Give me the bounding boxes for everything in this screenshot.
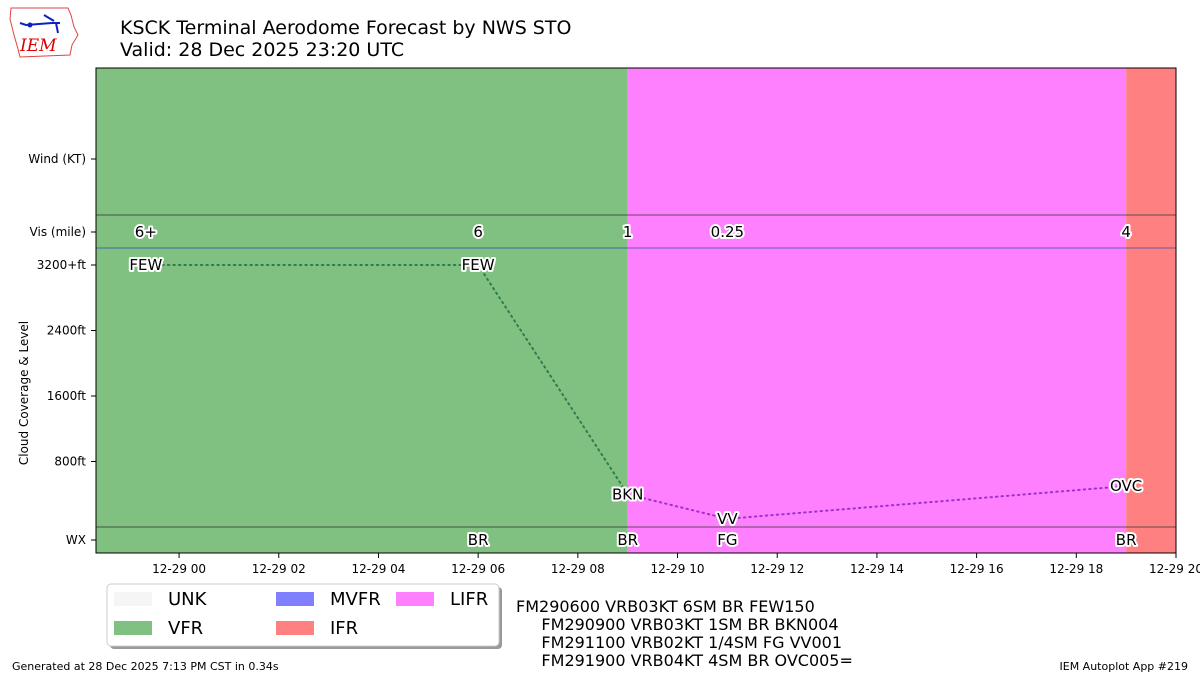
taf-line: FM291900 VRB04KT 4SM BR OVC005= bbox=[516, 651, 853, 670]
vis-label: 4 bbox=[1121, 223, 1131, 241]
vis-label: 1 bbox=[623, 223, 633, 241]
legend-label: VFR bbox=[168, 618, 203, 639]
wx-row-label: WX bbox=[66, 533, 86, 547]
taf-line: FM291100 VRB02KT 1/4SM FG VV001 bbox=[516, 633, 843, 652]
taf-line: FM290900 VRB03KT 1SM BR BKN004 bbox=[516, 615, 839, 634]
wind-row-label: Wind (KT) bbox=[28, 152, 86, 166]
cloud-label: OVC bbox=[1110, 477, 1142, 495]
legend-swatch-vfr bbox=[114, 621, 152, 635]
plot-frame bbox=[95, 67, 1177, 554]
x-tick-label: 12-29 18 bbox=[1049, 562, 1103, 576]
legend-label: IFR bbox=[330, 618, 358, 639]
x-tick-label: 12-29 02 bbox=[252, 562, 306, 576]
cloud-label: VV bbox=[717, 510, 738, 528]
title-line: KSCK Terminal Aerodome Forecast by NWS S… bbox=[120, 17, 572, 39]
app-footer: IEM Autoplot App #219 bbox=[1059, 660, 1189, 673]
x-tick-label: 12-29 08 bbox=[551, 562, 605, 576]
vis-label: 6 bbox=[473, 223, 483, 241]
x-tick-label: 12-29 20 bbox=[1149, 562, 1200, 576]
iem-logo: IEM bbox=[9, 7, 79, 58]
y-axis-label: Cloud Coverage & Level bbox=[17, 321, 31, 465]
logo-text: IEM bbox=[19, 36, 57, 56]
wx-label: BR bbox=[1116, 531, 1137, 549]
legend-swatch-mvfr bbox=[276, 592, 314, 606]
taf-text: FM290600 VRB03KT 6SM BR FEW150 FM290900 … bbox=[516, 598, 853, 670]
wx-label: BR bbox=[617, 531, 638, 549]
cloud-line-segment bbox=[726, 485, 1128, 520]
vis-label: 6+ bbox=[135, 223, 157, 241]
x-tick-label: 12-29 06 bbox=[451, 562, 505, 576]
legend-swatch-unk bbox=[114, 592, 152, 606]
legend-swatch-lifr bbox=[396, 592, 434, 606]
generated-footer: Generated at 28 Dec 2025 7:13 PM CST in … bbox=[12, 660, 279, 673]
wx-label: FG bbox=[717, 531, 737, 549]
wx-label: BR bbox=[468, 531, 489, 549]
x-tick-label: 12-29 00 bbox=[152, 562, 206, 576]
valid-line: Valid: 28 Dec 2025 23:20 UTC bbox=[120, 39, 405, 61]
legend-label: LIFR bbox=[450, 589, 488, 610]
cloud-label: FEW bbox=[462, 256, 495, 274]
vis-label: 0.25 bbox=[711, 223, 744, 241]
cloud-line-segment bbox=[626, 493, 729, 520]
cloud-tick-label: 2400ft bbox=[47, 324, 87, 338]
x-tick-label: 12-29 14 bbox=[850, 562, 904, 576]
category-band-ifr bbox=[1126, 68, 1176, 553]
legend-swatch-ifr bbox=[276, 621, 314, 635]
x-tick-label: 12-29 16 bbox=[950, 562, 1004, 576]
category-band-lifr bbox=[627, 68, 1127, 553]
cloud-line-segment bbox=[477, 264, 629, 496]
legend-label: MVFR bbox=[330, 589, 381, 610]
vis-row-label: Vis (mile) bbox=[30, 225, 86, 239]
category-band-vfr bbox=[96, 68, 628, 553]
x-tick-label: 12-29 12 bbox=[750, 562, 804, 576]
legend-label: UNK bbox=[168, 589, 208, 610]
cloud-label: BKN bbox=[612, 485, 643, 503]
cloud-tick-label: 3200+ft bbox=[37, 258, 87, 272]
taf-line: FM290600 VRB03KT 6SM BR FEW150 bbox=[516, 597, 815, 616]
cloud-tick-label: 1600ft bbox=[47, 389, 87, 403]
chart-title: KSCK Terminal Aerodome Forecast by NWS S… bbox=[120, 17, 571, 61]
cloud-tick-label: 800ft bbox=[54, 455, 86, 469]
cloud-label: FEW bbox=[129, 256, 162, 274]
x-tick-label: 12-29 10 bbox=[651, 562, 705, 576]
x-tick-label: 12-29 04 bbox=[351, 562, 405, 576]
